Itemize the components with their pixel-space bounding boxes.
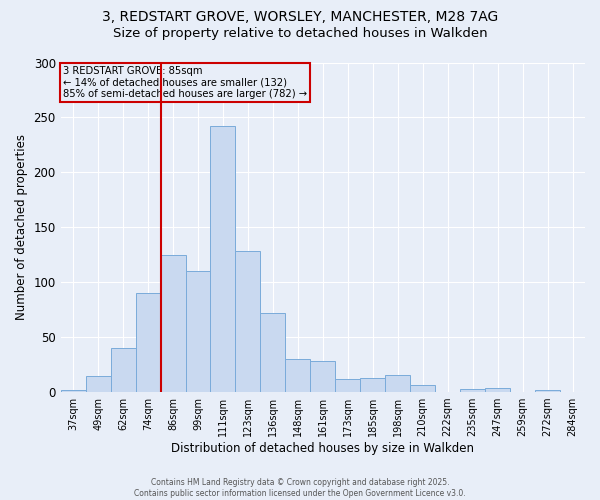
- Bar: [460, 389, 485, 392]
- Bar: [235, 252, 260, 392]
- Text: 3, REDSTART GROVE, WORSLEY, MANCHESTER, M28 7AG: 3, REDSTART GROVE, WORSLEY, MANCHESTER, …: [102, 10, 498, 24]
- Text: Contains HM Land Registry data © Crown copyright and database right 2025.
Contai: Contains HM Land Registry data © Crown c…: [134, 478, 466, 498]
- Bar: [485, 388, 510, 392]
- Bar: [410, 386, 435, 392]
- Bar: [535, 390, 560, 392]
- Bar: [185, 271, 211, 392]
- Bar: [385, 374, 410, 392]
- Bar: [360, 378, 385, 392]
- Text: 3 REDSTART GROVE: 85sqm
← 14% of detached houses are smaller (132)
85% of semi-d: 3 REDSTART GROVE: 85sqm ← 14% of detache…: [63, 66, 307, 99]
- Bar: [310, 362, 335, 392]
- Bar: [335, 379, 360, 392]
- Y-axis label: Number of detached properties: Number of detached properties: [15, 134, 28, 320]
- Bar: [260, 313, 286, 392]
- Text: Size of property relative to detached houses in Walkden: Size of property relative to detached ho…: [113, 28, 487, 40]
- Bar: [110, 348, 136, 392]
- Bar: [61, 390, 86, 392]
- Bar: [86, 376, 110, 392]
- Bar: [136, 293, 161, 392]
- Bar: [161, 255, 185, 392]
- Bar: [286, 359, 310, 392]
- Bar: [211, 126, 235, 392]
- X-axis label: Distribution of detached houses by size in Walkden: Distribution of detached houses by size …: [172, 442, 475, 455]
